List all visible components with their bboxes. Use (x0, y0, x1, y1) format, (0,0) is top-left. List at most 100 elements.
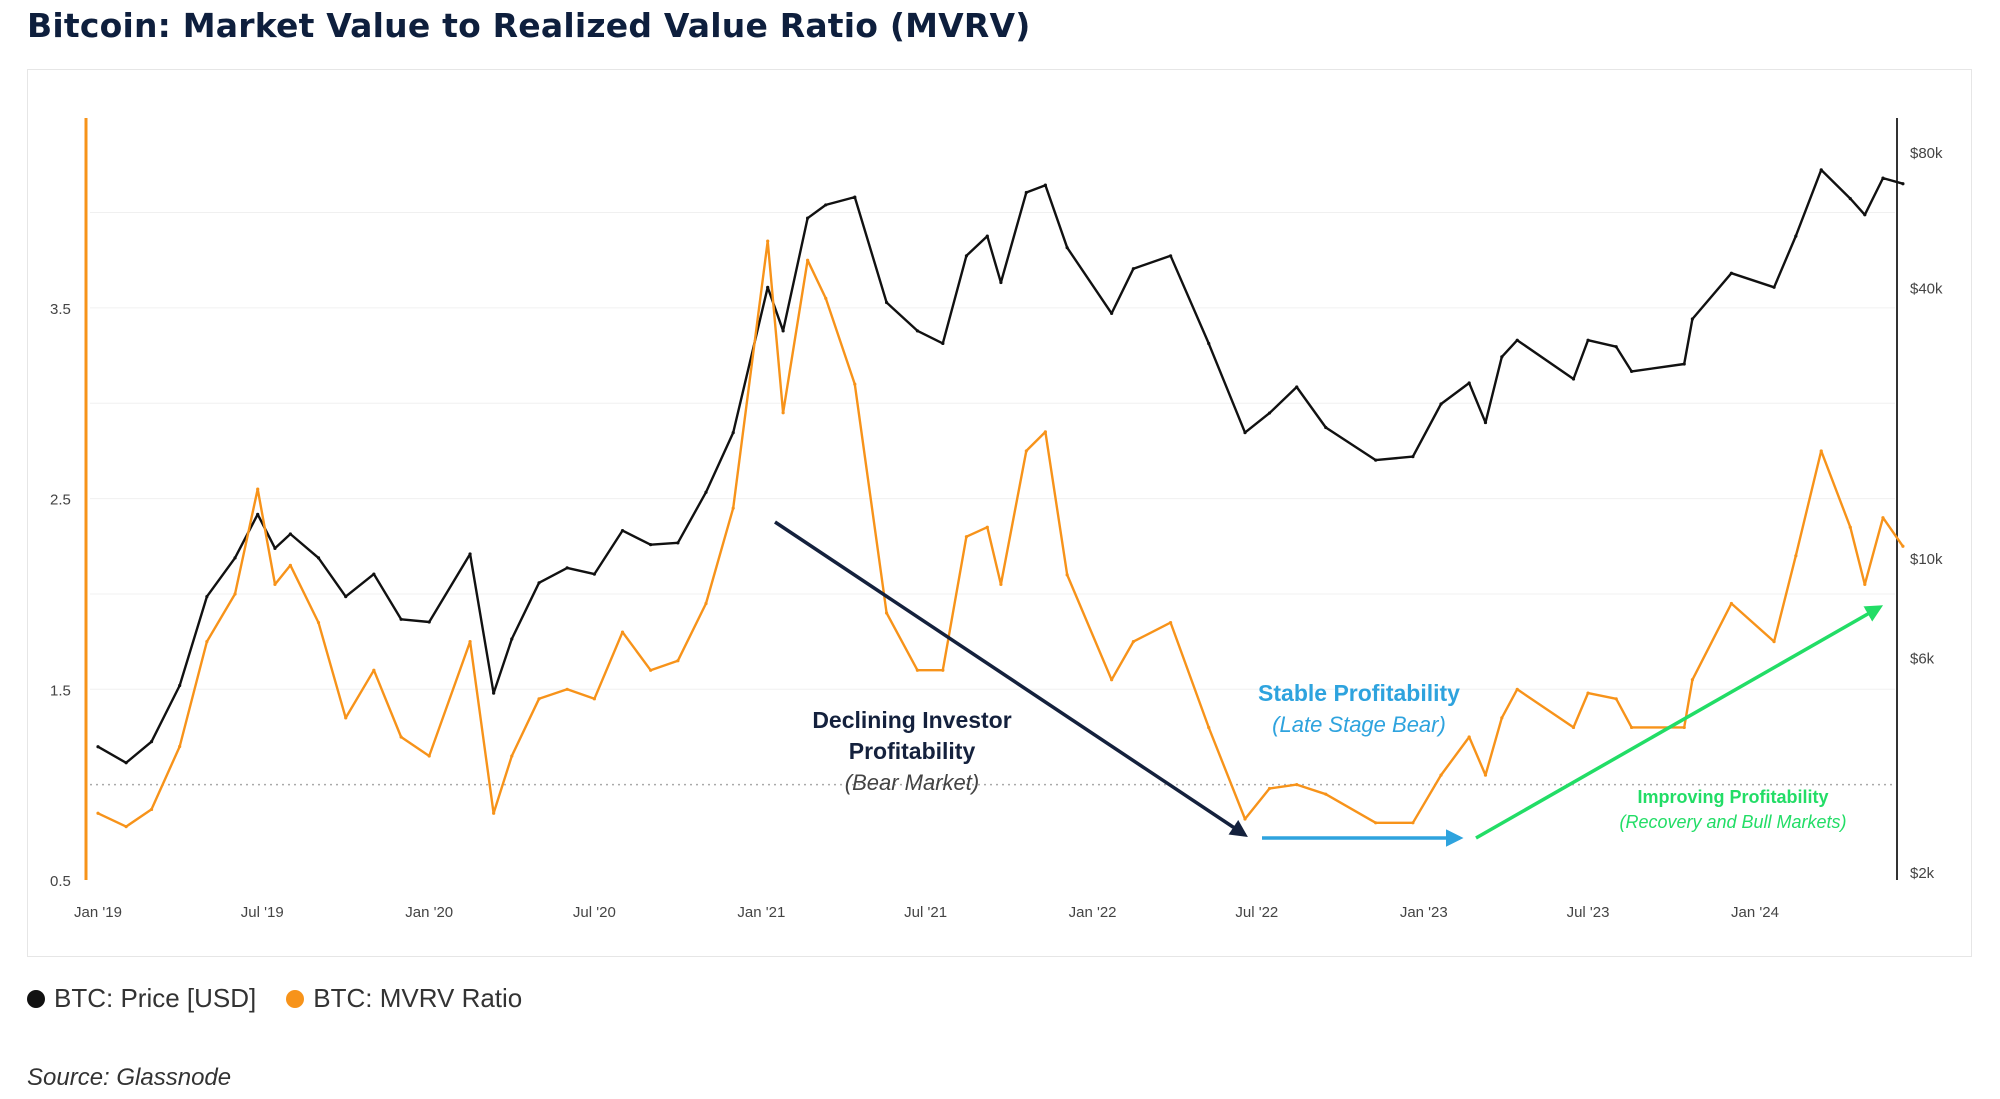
mvrv-point (1243, 817, 1247, 821)
price-point (427, 620, 431, 624)
price-point (1267, 411, 1272, 415)
annotation-declining-line1: Declining Investor (812, 707, 1011, 733)
price-point (344, 595, 348, 599)
mvrv-point (620, 630, 625, 634)
mvrv-point (399, 735, 403, 739)
mvrv-point (256, 487, 260, 491)
price-point (256, 512, 260, 516)
series-layer (96, 168, 1905, 829)
legend-item-mvrv[interactable]: BTC: MVRV Ratio (286, 983, 522, 1014)
mvrv-point (316, 620, 321, 625)
mvrv-point (704, 601, 708, 606)
price-point (1629, 369, 1634, 373)
price-point (884, 300, 889, 305)
price-point (1110, 311, 1114, 315)
price-point (649, 543, 653, 547)
price-point (1065, 246, 1069, 250)
left-tick-label: 0.5 (50, 873, 71, 890)
annotation-improving-note: (Recovery and Bull Markets) (1619, 812, 1846, 832)
left-axis: 0.5 1.5 2.5 3.5 (50, 118, 88, 890)
price-point (853, 195, 857, 199)
mvrv-point (806, 258, 810, 262)
price-point (537, 581, 541, 585)
mvrv-series-line (97, 240, 1904, 828)
x-tick-label: Jan '23 (1400, 904, 1448, 921)
price-point (399, 617, 403, 621)
price-point (1043, 183, 1047, 187)
price-point (565, 566, 569, 570)
annotation-stable-title: Stable Profitability (1258, 680, 1460, 706)
price-point (620, 528, 625, 533)
price-point (1324, 425, 1328, 430)
x-tick-label: Jul '20 (573, 904, 616, 921)
x-tick-label: Jan '22 (1069, 904, 1117, 921)
mvrv-point (592, 697, 596, 701)
price-point (704, 490, 708, 494)
mvrv-point (1690, 678, 1694, 682)
mvrv-point (1295, 783, 1299, 787)
mvrv-point (205, 640, 209, 644)
price-point (1682, 362, 1686, 366)
arrow-declining (774, 520, 1248, 837)
mvrv-point (1374, 821, 1378, 825)
mvrv-point (1729, 601, 1734, 606)
price-point (1374, 458, 1378, 462)
price-point (316, 556, 321, 560)
legend-mvrv-dot-icon (286, 989, 305, 1008)
mvrv-point (1881, 516, 1885, 520)
legend: BTC: Price [USD] BTC: MVRV Ratio (27, 983, 522, 1014)
mvrv-point (1267, 786, 1272, 791)
price-point (985, 234, 989, 238)
price-point (1169, 254, 1173, 258)
mvrv-point (853, 382, 857, 386)
x-tick-label: Jan '21 (737, 904, 785, 921)
price-point (766, 285, 770, 289)
mvrv-point (427, 754, 431, 758)
legend-item-price[interactable]: BTC: Price [USD] (27, 983, 256, 1014)
right-axis: $2k $6k $10k $40k $80k (1896, 118, 1943, 882)
grid-lines (90, 212, 1895, 786)
mvrv-point (999, 582, 1003, 587)
x-tick-label: Jan '24 (1731, 904, 1779, 921)
price-point (124, 761, 128, 765)
price-point (1024, 190, 1028, 195)
price-point (1586, 338, 1590, 342)
right-tick-label: $40k (1910, 280, 1943, 297)
right-tick-label: $10k (1910, 551, 1943, 568)
price-point (806, 216, 810, 220)
price-point (372, 572, 376, 576)
legend-price-dot-icon (27, 989, 45, 1008)
mvrv-point (1110, 678, 1114, 682)
price-point (96, 745, 100, 749)
mvrv-point (676, 659, 680, 663)
price-point (1848, 197, 1852, 201)
left-tick-label: 3.5 (50, 301, 71, 318)
mvrv-point (964, 535, 969, 539)
mvrv-point (884, 611, 889, 615)
price-point (205, 595, 209, 599)
mvrv-point (96, 811, 100, 815)
mvrv-point (985, 525, 989, 529)
mvrv-point (1772, 640, 1776, 644)
mvrv-point (824, 296, 828, 300)
mvrv-point (344, 716, 348, 720)
mvrv-point (178, 744, 182, 749)
mvrv-point (1863, 582, 1867, 587)
x-tick-label: Jan '20 (405, 904, 453, 921)
price-point (999, 280, 1003, 285)
x-tick-label: Jan '19 (74, 904, 122, 921)
mvrv-chart: 0.51.52.53.5 $2k$6k$10k$40k$80k Jan '19 J… (50, 118, 1943, 921)
price-point (1467, 381, 1471, 385)
mvrv-point (1169, 620, 1173, 625)
price-point (233, 556, 237, 560)
mvrv-point (1065, 573, 1069, 577)
price-point (781, 329, 785, 333)
annotation-layer: Declining Investor Profitability (Bear Mar… (774, 520, 1884, 847)
annotation-improving-title: Improving Profitability (1637, 787, 1828, 807)
mvrv-point (372, 668, 376, 672)
annotation-declining-note: (Bear Market) (845, 770, 979, 795)
mvrv-point (510, 754, 514, 758)
right-tick-label: $6k (1910, 651, 1935, 668)
mvrv-point (1439, 773, 1443, 777)
mvrv-point (941, 668, 945, 672)
